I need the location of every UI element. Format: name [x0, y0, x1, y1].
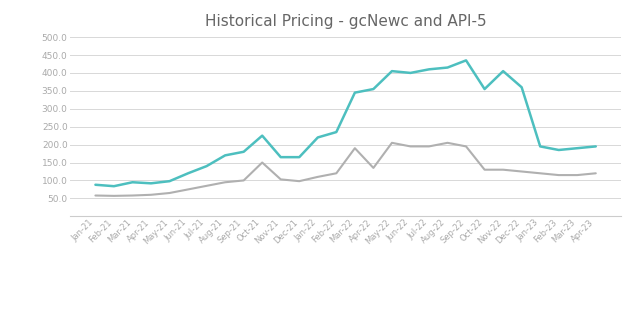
API-5 (US$/t)	[277, 178, 285, 181]
gc NewC (US$/t)	[184, 171, 192, 175]
API-5 (US$/t)	[555, 173, 563, 177]
gc NewC (US$/t)	[481, 87, 488, 91]
gc NewC (US$/t)	[333, 130, 340, 134]
gc NewC (US$/t)	[592, 145, 600, 148]
API-5 (US$/t)	[462, 145, 470, 148]
gc NewC (US$/t)	[536, 145, 544, 148]
API-5 (US$/t)	[333, 171, 340, 175]
API-5 (US$/t)	[129, 194, 136, 197]
API-5 (US$/t)	[481, 168, 488, 171]
API-5 (US$/t)	[166, 191, 173, 195]
API-5 (US$/t)	[444, 141, 451, 145]
gc NewC (US$/t)	[314, 136, 322, 139]
gc NewC (US$/t)	[425, 67, 433, 71]
API-5 (US$/t)	[92, 194, 99, 197]
gc NewC (US$/t)	[203, 164, 211, 168]
gc NewC (US$/t)	[555, 148, 563, 152]
gc NewC (US$/t)	[499, 69, 507, 73]
gc NewC (US$/t)	[221, 154, 229, 157]
API-5 (US$/t)	[221, 180, 229, 184]
gc NewC (US$/t)	[296, 155, 303, 159]
API-5 (US$/t)	[314, 175, 322, 179]
gc NewC (US$/t)	[277, 155, 285, 159]
Line: API-5 (US$/t): API-5 (US$/t)	[95, 143, 596, 196]
API-5 (US$/t)	[592, 171, 600, 175]
API-5 (US$/t)	[425, 145, 433, 148]
gc NewC (US$/t)	[444, 66, 451, 70]
gc NewC (US$/t)	[110, 184, 118, 188]
API-5 (US$/t)	[369, 166, 377, 170]
API-5 (US$/t)	[573, 173, 581, 177]
gc NewC (US$/t)	[573, 146, 581, 150]
gc NewC (US$/t)	[129, 180, 136, 184]
API-5 (US$/t)	[259, 161, 266, 164]
gc NewC (US$/t)	[388, 69, 396, 73]
gc NewC (US$/t)	[240, 150, 248, 154]
gc NewC (US$/t)	[406, 71, 414, 75]
API-5 (US$/t)	[388, 141, 396, 145]
API-5 (US$/t)	[406, 145, 414, 148]
gc NewC (US$/t)	[518, 85, 525, 89]
API-5 (US$/t)	[499, 168, 507, 171]
API-5 (US$/t)	[147, 193, 155, 197]
API-5 (US$/t)	[296, 179, 303, 183]
API-5 (US$/t)	[240, 179, 248, 182]
gc NewC (US$/t)	[259, 134, 266, 138]
gc NewC (US$/t)	[166, 179, 173, 183]
Line: gc NewC (US$/t): gc NewC (US$/t)	[95, 60, 596, 186]
gc NewC (US$/t)	[369, 87, 377, 91]
gc NewC (US$/t)	[92, 183, 99, 187]
API-5 (US$/t)	[110, 194, 118, 198]
API-5 (US$/t)	[536, 171, 544, 175]
API-5 (US$/t)	[203, 184, 211, 188]
API-5 (US$/t)	[184, 188, 192, 191]
gc NewC (US$/t)	[147, 181, 155, 185]
API-5 (US$/t)	[351, 146, 358, 150]
gc NewC (US$/t)	[351, 91, 358, 95]
API-5 (US$/t)	[518, 170, 525, 173]
gc NewC (US$/t)	[462, 58, 470, 62]
Title: Historical Pricing - gcNewc and API-5: Historical Pricing - gcNewc and API-5	[205, 14, 486, 29]
